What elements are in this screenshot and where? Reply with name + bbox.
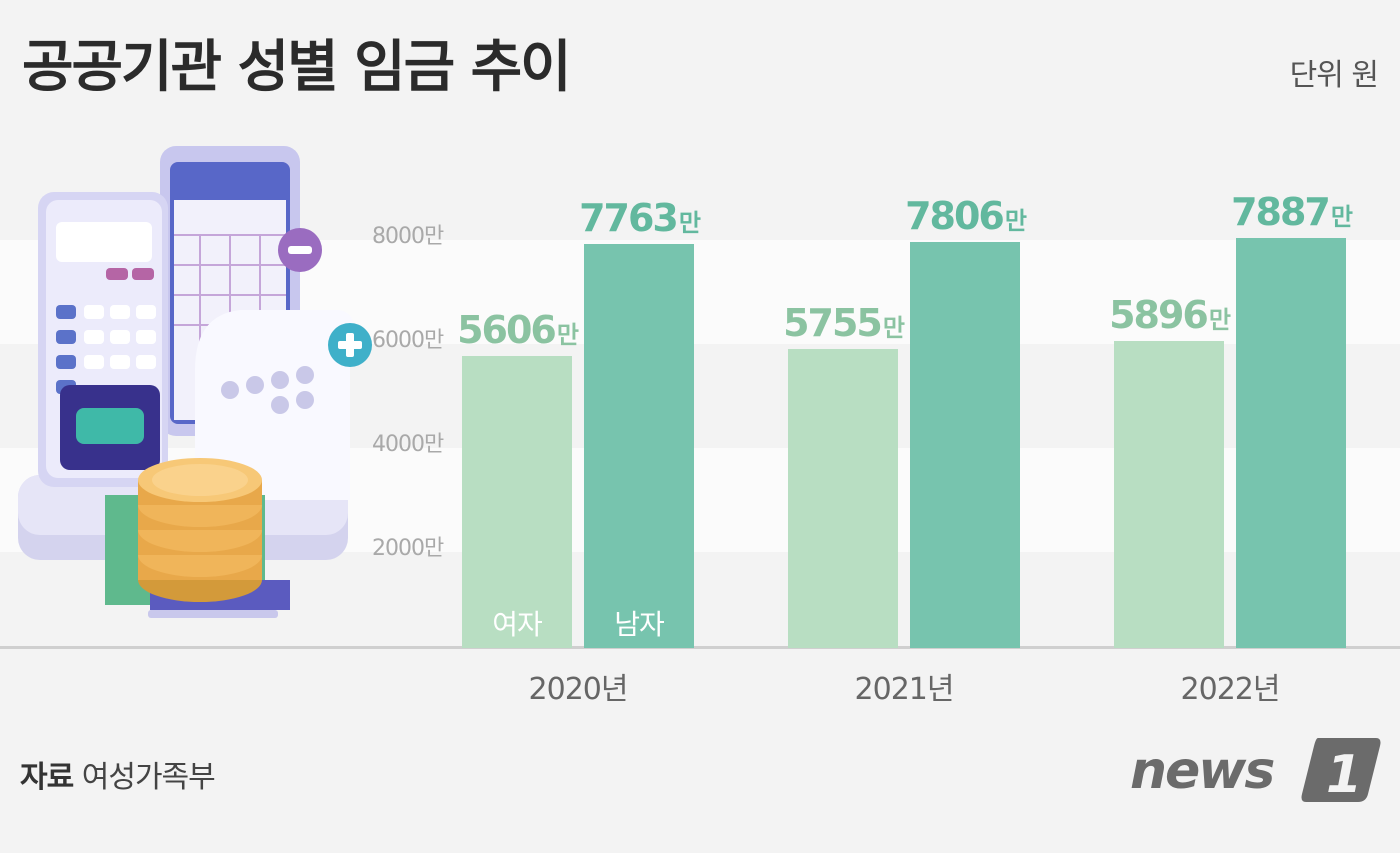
x-category-label: 2022년 xyxy=(1180,672,1281,707)
lower-panel xyxy=(0,649,1400,853)
data-label-value: 5755 xyxy=(783,300,883,345)
data-label-value: 7806 xyxy=(905,194,1005,239)
data-label: 5606만 xyxy=(437,308,597,352)
source-name: 여성가족부 xyxy=(81,760,216,795)
y-tick-label: 2000만 xyxy=(372,536,444,561)
data-label: 7806만 xyxy=(885,194,1045,238)
data-label-value: 5896 xyxy=(1109,293,1209,338)
bar-female xyxy=(1114,341,1224,648)
legend-label: 남자 xyxy=(614,608,665,641)
data-label-value: 7887 xyxy=(1231,189,1331,234)
data-label-value: 5606 xyxy=(457,308,557,353)
x-axis-baseline xyxy=(0,646,1400,649)
svg-text:news: news xyxy=(1130,741,1274,801)
calculator-documents-coins-icon xyxy=(18,146,372,618)
data-label: 7763만 xyxy=(559,196,719,240)
data-label: 5896만 xyxy=(1089,293,1249,337)
data-label-suffix: 만 xyxy=(678,209,701,238)
source-line: 자료 여성가족부 xyxy=(20,752,216,796)
data-label-suffix: 만 xyxy=(1208,306,1231,335)
x-category-label: 2020년 xyxy=(528,672,629,707)
news1-logo: news 1 xyxy=(1130,738,1381,804)
source-label: 자료 xyxy=(20,760,74,795)
data-label: 5755만 xyxy=(763,301,923,345)
bar-male xyxy=(910,242,1020,648)
data-label: 7887만 xyxy=(1211,190,1371,234)
data-label-suffix: 만 xyxy=(1330,202,1353,231)
data-label-suffix: 만 xyxy=(882,313,905,342)
y-tick-label: 8000만 xyxy=(372,224,444,249)
data-label-suffix: 만 xyxy=(556,321,579,350)
x-category-label: 2021년 xyxy=(854,672,955,707)
legend-label: 여자 xyxy=(492,608,543,641)
svg-text:1: 1 xyxy=(1326,745,1362,804)
bar-male xyxy=(584,244,694,648)
page-title: 공공기관 성별 임금 추이 xyxy=(22,35,572,100)
data-label-suffix: 만 xyxy=(1004,207,1027,236)
unit-label: 단위 원 xyxy=(1289,58,1379,93)
bar-female xyxy=(788,348,898,648)
data-label-value: 7763 xyxy=(579,196,679,241)
bar-female xyxy=(462,356,572,648)
y-tick-label: 4000만 xyxy=(372,432,444,457)
y-tick-label: 6000만 xyxy=(372,328,444,353)
bar-male xyxy=(1236,237,1346,648)
